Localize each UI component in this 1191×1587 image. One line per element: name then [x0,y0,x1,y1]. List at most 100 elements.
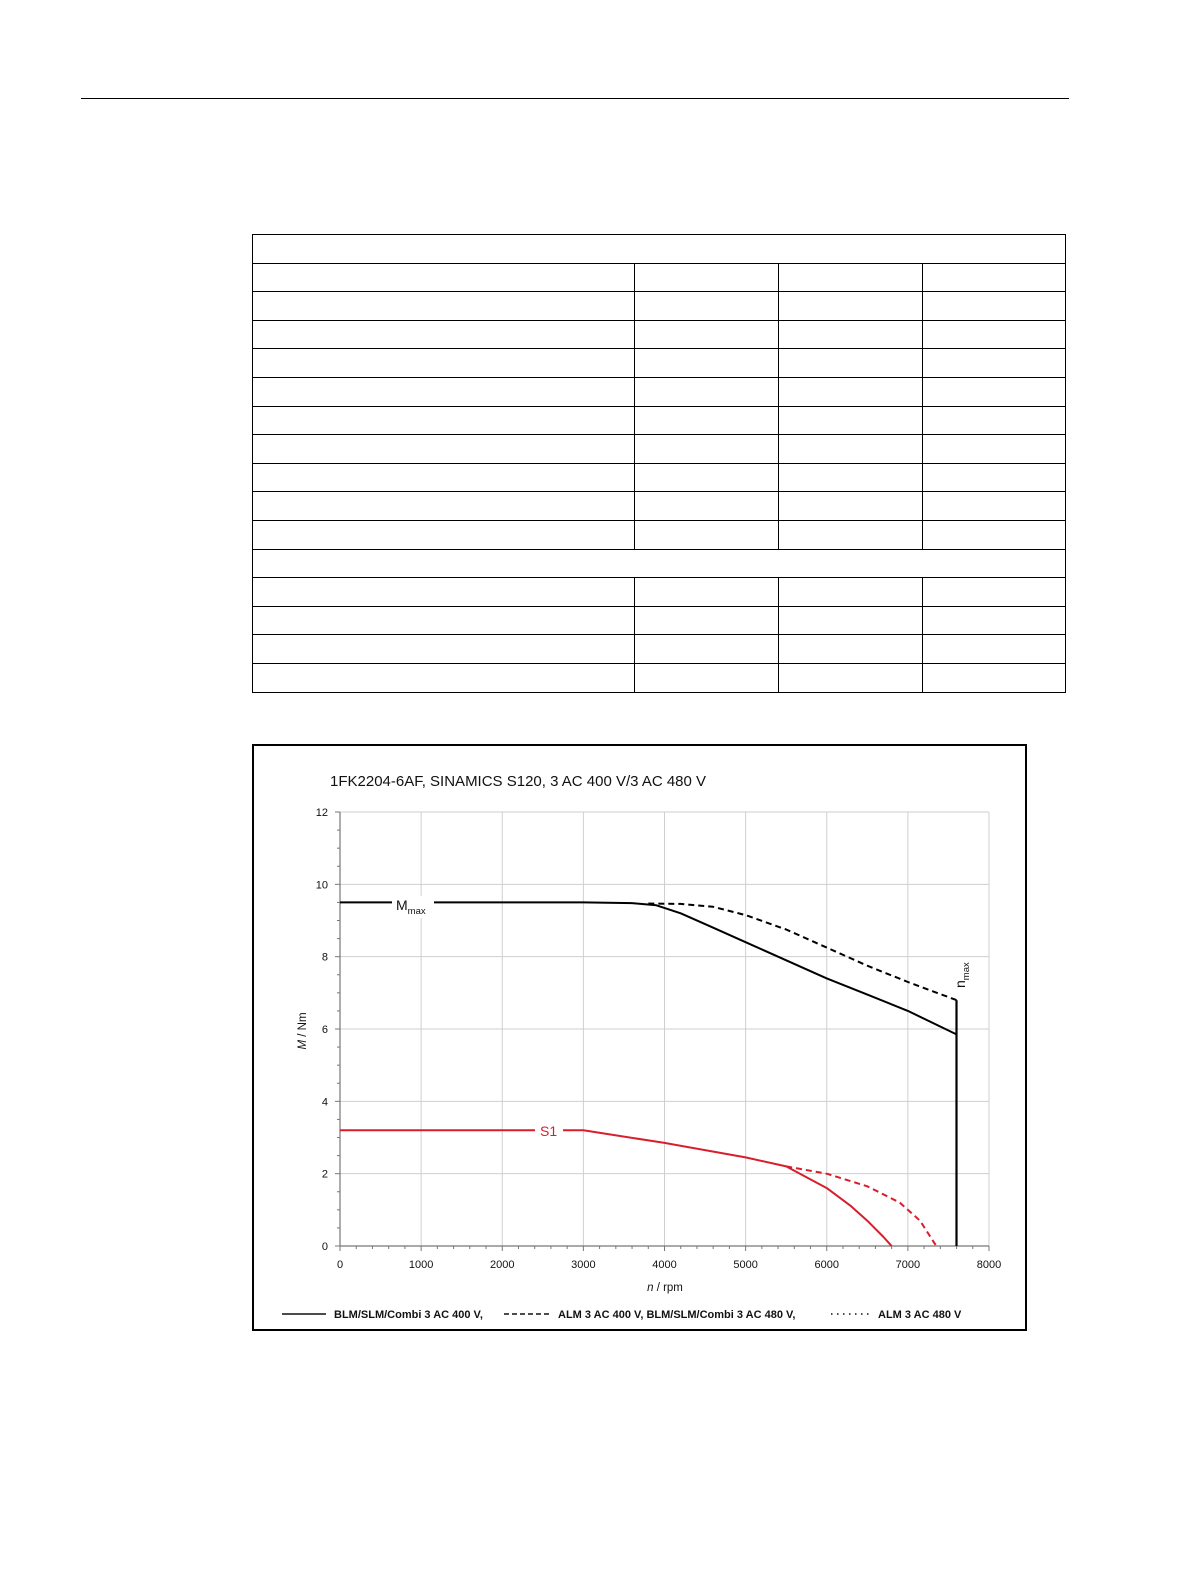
table-cell [634,662,779,693]
y-tick-label: 10 [316,879,328,891]
table-cell [634,434,779,464]
table-cell [778,605,923,636]
table-cell [922,434,1066,464]
table-cell [634,462,779,493]
series-line-s1_400 [340,1129,893,1247]
table-row [252,262,1066,293]
nmax-label-sub: max [961,962,972,980]
table-row [252,319,1066,350]
table-row [252,634,1066,664]
table-section-row [252,548,1066,579]
torque-speed-chart: 0 1000 2000 3000 4000 5000 6000 7000 8000 0 2 4 6 8 10… [282,773,1001,1321]
table-cell [252,234,1066,264]
table-row [252,348,1066,378]
x-tick-label: 2000 [490,1259,514,1271]
table-cell [634,262,779,293]
table-cell [252,319,635,350]
x-axis-label-symbol: n [647,1282,653,1294]
table-row [252,405,1066,436]
table-cell [252,262,635,293]
table-cell [252,634,635,664]
nmax-annotation: nmax [952,962,972,988]
series-line-s1_480 [786,1165,938,1247]
y-axis-label-symbol: M [297,1040,309,1050]
table-cell [778,662,923,693]
x-tick-label: 8000 [977,1259,1001,1271]
x-tick-label: 3000 [571,1259,595,1271]
table-cell [634,519,779,550]
y-tick-label: 12 [316,807,328,819]
table-section-row [252,234,1066,264]
series-layer [340,901,958,1247]
x-axis-label-unit: / rpm [654,1282,683,1294]
table-cell [922,291,1066,321]
table-cell [922,262,1066,293]
legend-label-dashed: ALM 3 AC 400 V, BLM/SLM/Combi 3 AC 480 V… [558,1309,795,1321]
table-cell [252,434,635,464]
table-cell [922,376,1066,407]
s1-annotation: S1 [535,1121,563,1141]
table-cell [634,348,779,378]
y-tick-label: 4 [322,1096,328,1108]
mmax-annotation: Mmax [392,896,434,918]
table-cell [778,634,923,664]
table-cell [778,577,923,607]
table-cell [634,376,779,407]
axes: 0 1000 2000 3000 4000 5000 6000 7000 8000 0 2 4 6 8 10… [316,807,1001,1271]
x-axis-label: n / rpm [647,1282,683,1294]
chart-frame: 0 1000 2000 3000 4000 5000 6000 7000 8000 0 2 4 6 8 10… [252,744,1027,1331]
table-cell [922,519,1066,550]
table-cell [778,319,923,350]
mmax-label-main: M [396,897,408,913]
x-tick-label: 1000 [409,1259,433,1271]
table-cell [634,605,779,636]
table-cell [252,548,1066,579]
s1-label-bg [535,1121,563,1141]
x-tick-label: 7000 [896,1259,920,1271]
table-row [252,519,1066,550]
y-tick-label: 6 [322,1024,328,1036]
y-tick-label: 2 [322,1169,328,1181]
legend-label-dotted: ALM 3 AC 480 V [878,1309,962,1321]
y-tick-label: 8 [322,952,328,964]
table-cell [634,634,779,664]
table-cell [634,491,779,521]
table-row [252,491,1066,521]
table-cell [778,491,923,521]
nmax-label-main: n [952,980,968,988]
table-cell [922,662,1066,693]
mmax-label-sub: max [408,906,426,917]
table-cell [922,405,1066,436]
table-cell [252,605,635,636]
table-cell [634,291,779,321]
y-axis-label: M / Nm [297,1012,309,1049]
mmax-label: Mmax [396,897,426,917]
x-tick-label: 4000 [652,1259,676,1271]
table-cell [252,519,635,550]
table-cell [778,519,923,550]
s1-label: S1 [540,1123,557,1139]
table-cell [922,462,1066,493]
table-row [252,605,1066,636]
table-cell [634,405,779,436]
table-cell [778,434,923,464]
header-rule [81,98,1069,99]
x-tick-label: 5000 [733,1259,757,1271]
table-cell [252,577,635,607]
table-row [252,434,1066,464]
x-tick-label: 0 [337,1259,343,1271]
table-cell [252,348,635,378]
table-cell [922,634,1066,664]
spec-table [252,234,1066,693]
table-row [252,291,1066,321]
table-row [252,462,1066,493]
table-cell [252,291,635,321]
series-line-mmax_400 [340,901,957,1036]
table-cell [252,462,635,493]
table-cell [922,605,1066,636]
table-cell [922,577,1066,607]
table-cell [778,462,923,493]
table-row [252,662,1066,693]
table-cell [778,376,923,407]
grid [339,811,990,1247]
